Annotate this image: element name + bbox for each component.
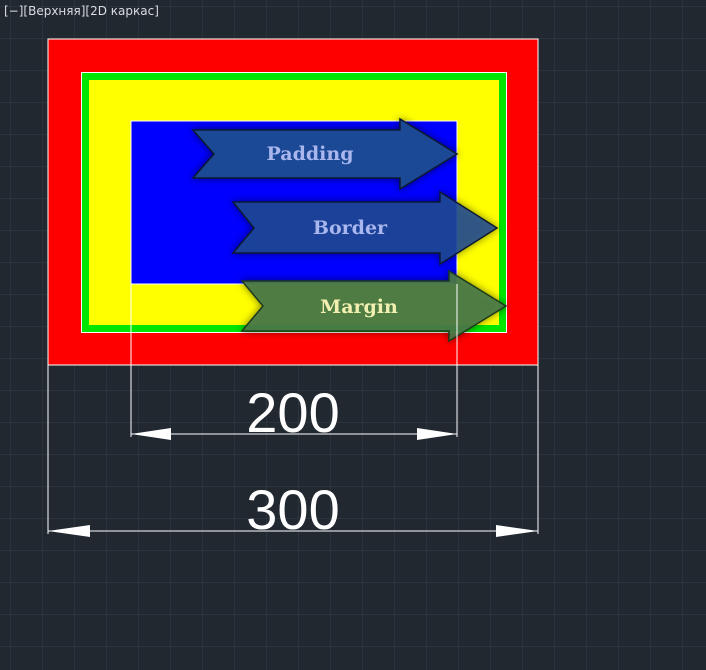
padding-arrow: [191, 117, 459, 191]
viewport-label[interactable]: [−][Верхняя][2D каркас]: [4, 4, 159, 18]
padding-arrow-shape: [191, 117, 459, 191]
dimension-outer-value: 300: [246, 478, 339, 541]
margin-arrow: [240, 269, 508, 343]
dimension-inner-arrow-left: [131, 428, 171, 440]
dimension-outer-arrow-right: [496, 525, 538, 537]
border-arrow: [231, 190, 499, 266]
margin-arrow-shape: [240, 269, 508, 343]
padding-arrow-label: Padding: [267, 143, 354, 165]
dimension-outer: [47, 365, 539, 534]
border-arrow-shape: [231, 190, 499, 266]
dimension-inner-value: 200: [246, 381, 339, 444]
margin-arrow-label: Margin: [320, 296, 398, 318]
dimension-inner: [130, 284, 458, 437]
dimension-outer-arrow-left: [48, 525, 90, 537]
border-arrow-label: Border: [313, 217, 388, 239]
dimension-inner-arrow-right: [417, 428, 457, 440]
